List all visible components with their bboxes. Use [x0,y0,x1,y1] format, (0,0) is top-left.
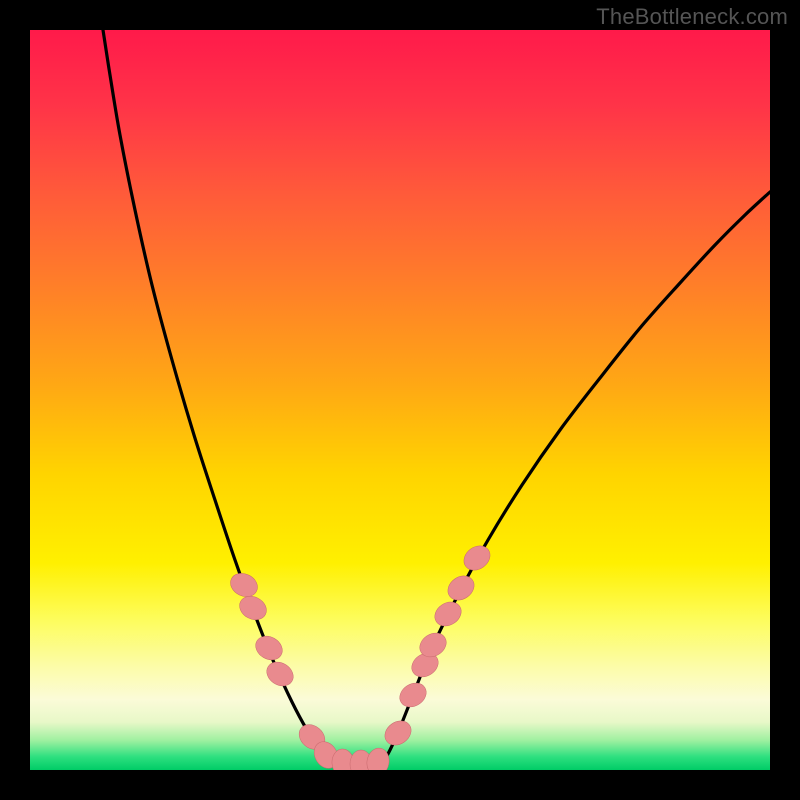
chart-container: TheBottleneck.com [0,0,800,800]
bottleneck-chart [0,0,800,800]
plot-background [30,30,770,770]
watermark-text: TheBottleneck.com [596,4,788,30]
